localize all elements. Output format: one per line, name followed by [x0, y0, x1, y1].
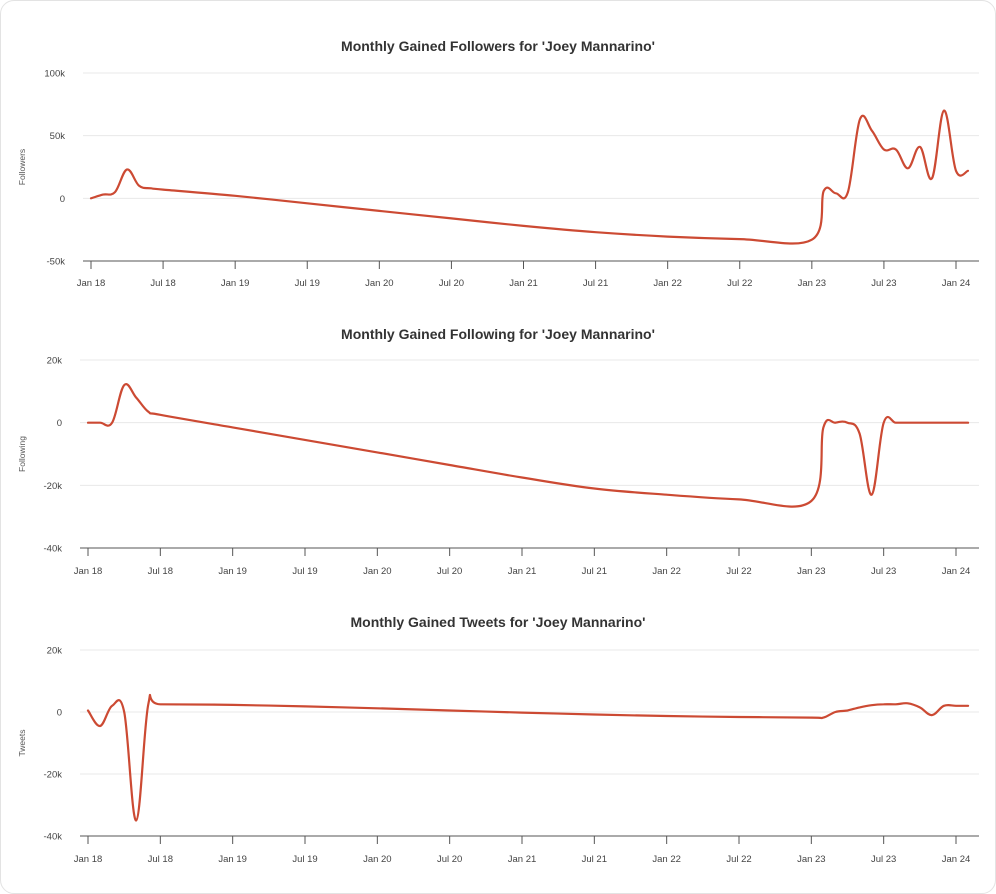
y-tick-label: 50k: [50, 131, 66, 142]
x-tick-label: Jul 18: [148, 566, 173, 577]
x-tick-label: Jul 22: [727, 278, 752, 289]
chart-1: Monthly Gained Followers for 'Joey Manna…: [17, 38, 979, 289]
y-tick-label: -50k: [47, 257, 66, 268]
x-tick-label: Jul 19: [295, 278, 320, 289]
y-tick-label: -40k: [44, 832, 63, 843]
y-tick-label: 0: [57, 418, 62, 429]
y-tick-label: -20k: [44, 770, 63, 781]
x-tick-label: Jan 23: [797, 854, 826, 865]
chart-3: Monthly Gained Tweets for 'Joey Mannarin…: [17, 614, 979, 865]
x-tick-label: Jan 21: [509, 278, 538, 289]
x-tick-label: Jul 20: [437, 854, 462, 865]
x-tick-label: Jul 21: [582, 854, 607, 865]
x-tick-label: Jan 18: [74, 854, 103, 865]
x-tick-label: Jan 18: [74, 566, 103, 577]
y-tick-label: -20k: [44, 481, 63, 492]
x-tick-label: Jul 20: [439, 278, 464, 289]
x-tick-label: Jul 23: [871, 854, 896, 865]
series-line: [89, 109, 970, 245]
x-tick-label: Jul 22: [726, 566, 751, 577]
x-tick-label: Jul 21: [582, 566, 607, 577]
x-tick-label: Jan 20: [363, 566, 392, 577]
series-line: [86, 383, 970, 508]
y-tick-label: 20k: [47, 646, 63, 657]
x-tick-label: Jul 18: [150, 278, 175, 289]
y-axis-label: Following: [17, 436, 27, 472]
x-tick-label: Jul 20: [437, 566, 462, 577]
y-tick-label: 0: [57, 708, 62, 719]
x-tick-label: Jul 23: [871, 278, 896, 289]
x-tick-label: Jan 19: [218, 566, 247, 577]
y-axis-label: Tweets: [17, 730, 27, 757]
y-tick-label: 0: [60, 194, 65, 205]
chart-title: Monthly Gained Followers for 'Joey Manna…: [341, 38, 655, 54]
x-tick-label: Jan 19: [218, 854, 247, 865]
x-tick-label: Jul 19: [292, 566, 317, 577]
x-tick-label: Jan 19: [221, 278, 250, 289]
x-tick-label: Jan 22: [652, 854, 681, 865]
y-tick-label: 20k: [47, 356, 63, 367]
x-tick-label: Jan 23: [797, 566, 826, 577]
chart-title: Monthly Gained Tweets for 'Joey Mannarin…: [351, 614, 646, 630]
x-tick-label: Jul 21: [583, 278, 608, 289]
x-tick-label: Jan 21: [508, 854, 537, 865]
x-tick-label: Jan 22: [652, 566, 681, 577]
x-tick-label: Jul 18: [148, 854, 173, 865]
chart-title: Monthly Gained Following for 'Joey Manna…: [341, 326, 655, 342]
x-tick-label: Jul 22: [726, 854, 751, 865]
x-tick-label: Jan 24: [942, 278, 971, 289]
x-tick-label: Jan 20: [363, 854, 392, 865]
x-tick-label: Jan 23: [798, 278, 827, 289]
y-axis-label: Followers: [17, 149, 27, 185]
x-tick-label: Jan 20: [365, 278, 394, 289]
x-tick-label: Jan 24: [942, 566, 971, 577]
chart-2: Monthly Gained Following for 'Joey Manna…: [17, 326, 979, 577]
x-tick-label: Jul 23: [871, 566, 896, 577]
x-tick-label: Jul 19: [292, 854, 317, 865]
y-tick-label: 100k: [44, 69, 65, 80]
x-tick-label: Jan 18: [77, 278, 106, 289]
y-tick-label: -40k: [44, 544, 63, 555]
x-tick-label: Jan 21: [508, 566, 537, 577]
x-tick-label: Jan 24: [942, 854, 971, 865]
x-tick-label: Jan 22: [653, 278, 682, 289]
series-line: [86, 693, 970, 822]
